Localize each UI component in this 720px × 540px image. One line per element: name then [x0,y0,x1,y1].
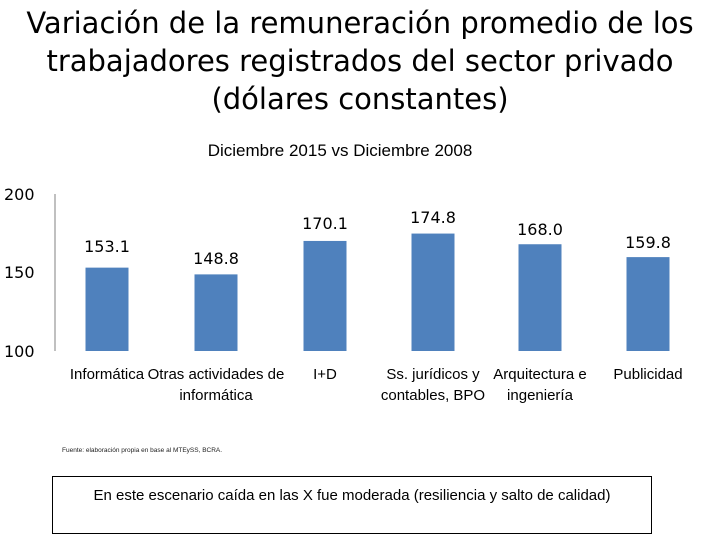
y-tick-label-150: 150 [4,263,35,282]
category-label-5: Publicidad [613,366,683,383]
y-tick-label-100: 100 [4,342,35,361]
category-label-4: Arquitectura e ingeniería [493,366,587,404]
data-label-1: 148.8 [193,249,239,268]
note-box: En este escenario caída en las X fue mod… [52,476,652,534]
bars-group [85,233,670,351]
chart-title: Variación de la remuneración promedio de… [0,4,720,118]
y-tick-label-200: 200 [4,185,35,204]
bar-2 [303,240,347,351]
source-note: Fuente: elaboración propia en base al MT… [62,447,223,454]
data-label-4: 168.0 [517,220,563,239]
bar-4 [518,244,562,351]
bar-5 [626,257,670,351]
title-line-2: trabajadores registrados del sector priv… [46,44,674,78]
bar-1 [194,274,238,351]
category-label-0: Informática [69,366,145,383]
data-label-2: 170.1 [302,214,348,233]
category-label-2: I+D [313,366,337,383]
data-label-0: 153.1 [84,237,130,256]
category-label-3: Ss. jurídicos y contables, BPO [380,366,486,404]
bar-0 [85,267,129,351]
data-label-5: 159.8 [625,233,671,252]
note-text: En este escenario caída en las X fue mod… [93,487,611,504]
chart-subtitle: Diciembre 2015 vs Diciembre 2008 [207,141,473,160]
bar-3 [411,233,455,351]
data-label-3: 174.8 [410,208,456,227]
title-line-3: (dólares constantes) [211,82,509,116]
category-label-1: Otras actividades de informática [147,366,285,404]
title-line-1: Variación de la remuneración promedio de… [26,6,694,40]
